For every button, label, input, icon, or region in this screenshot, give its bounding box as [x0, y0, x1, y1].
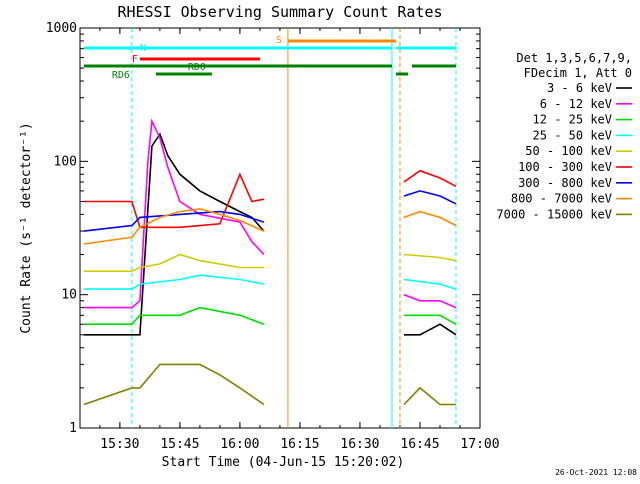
series-line-3-6-kev [83, 132, 457, 336]
x-tick-label: 16:15 [280, 437, 319, 452]
x-tick-label: 16:45 [400, 437, 439, 452]
legend-entry: 3 - 6 keV [547, 81, 612, 95]
y-axis-label: Count Rate (s⁻¹ detector⁻¹) [19, 122, 34, 333]
legend-entry: 25 - 50 keV [533, 128, 612, 142]
series-line-12-25-kev [83, 306, 457, 325]
legend-entry: 100 - 300 keV [518, 160, 612, 174]
legend-entry: 300 - 800 keV [518, 176, 612, 190]
y-tick-label: 1000 [46, 21, 77, 36]
legend-entry: 50 - 100 keV [525, 144, 612, 158]
x-axis-label: Start Time (04-Jun-15 15:20:02) [162, 455, 405, 470]
series-line-25-50-kev [83, 274, 457, 290]
series-line-7000-15000-kev [83, 363, 456, 406]
annotation-label: N [140, 43, 146, 54]
annotation-layer: NF RDO RD6 S [83, 35, 456, 81]
marker-layer [131, 28, 457, 428]
y-tick-label: 1 [69, 421, 77, 436]
legend-entry: 800 - 7000 keV [511, 192, 612, 206]
x-tick-label: 16:30 [340, 437, 379, 452]
annotation-label: RDO [188, 62, 206, 73]
series-line-100-300-kev [83, 169, 457, 229]
chart-title: RHESSI Observing Summary Count Rates [117, 3, 442, 21]
y-tick-label: 100 [54, 154, 77, 169]
series-line-300-800-kev [83, 190, 457, 232]
series-line-800-7000-kev [83, 208, 457, 245]
x-tick-label: 17:00 [460, 437, 499, 452]
y-tick-label: 10 [61, 288, 77, 303]
legend-header: Det 1,3,5,6,7,9, [516, 51, 632, 65]
legend: Det 1,3,5,6,7,9,FDecim 1, Att 03 - 6 keV… [496, 51, 632, 221]
series-layer [83, 118, 457, 406]
annotation-label: F [132, 54, 138, 65]
x-tick-label: 15:45 [160, 437, 199, 452]
series-line-6-12-kev [83, 118, 457, 309]
x-tick-label: 15:30 [100, 437, 139, 452]
timestamp: 26-Oct-2021 12:08 [555, 468, 637, 477]
annotation-label: S [276, 35, 282, 46]
ticks-layer: 15:30 15:45 16:00 16:15 16:30 16:45 17:00 1 10 10… [46, 21, 500, 452]
x-tick-label: 16:00 [220, 437, 259, 452]
legend-entry: 7000 - 15000 keV [496, 207, 612, 221]
legend-header: FDecim 1, Att 0 [524, 66, 632, 80]
annotation-label: RD6 [112, 70, 130, 81]
series-line-50-100-kev [83, 253, 457, 272]
legend-entry: 6 - 12 keV [540, 97, 612, 111]
legend-entry: 12 - 25 keV [533, 113, 612, 127]
